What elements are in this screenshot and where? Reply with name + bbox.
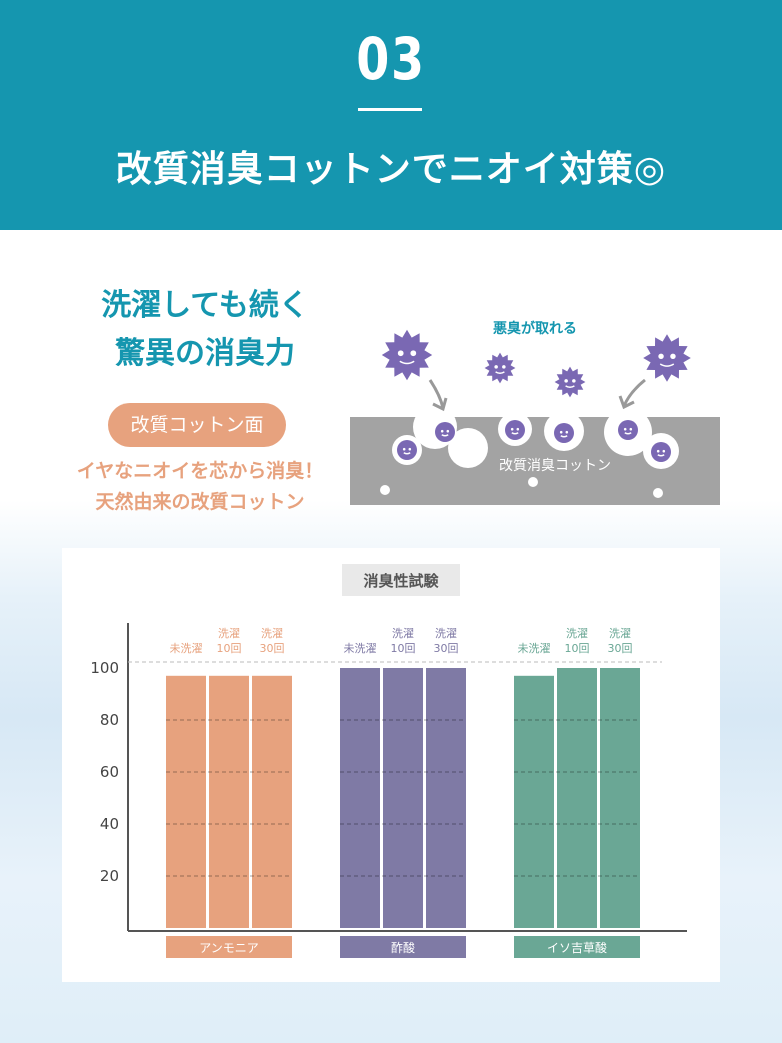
cotton-bubble bbox=[448, 428, 488, 468]
series-label: 30回 bbox=[608, 642, 633, 655]
illustration-caption: 悪臭が取れる bbox=[493, 320, 577, 337]
y-tick-label: 40 bbox=[100, 815, 119, 833]
series-label: 未洗濯 bbox=[344, 642, 377, 655]
category-label-box bbox=[340, 936, 466, 958]
header-banner: 03 改質消臭コットンでニオイ対策◎ bbox=[0, 0, 782, 230]
germ-icon bbox=[651, 442, 671, 462]
cotton-dot bbox=[653, 488, 663, 498]
germ-icon bbox=[554, 366, 586, 398]
series-label: 10回 bbox=[217, 642, 242, 655]
y-tick-label: 20 bbox=[100, 867, 119, 885]
headline: 洗濯しても続く 驚異の消臭力 bbox=[60, 282, 350, 378]
cotton-dot bbox=[380, 485, 390, 495]
y-tick-label: 60 bbox=[100, 763, 119, 781]
bar bbox=[426, 668, 466, 928]
germ-icon bbox=[435, 422, 455, 442]
series-label: 洗濯 bbox=[435, 627, 457, 640]
category-label-box bbox=[514, 936, 640, 958]
headline-line-1: 洗濯しても続く bbox=[101, 288, 309, 323]
germ-icon bbox=[381, 329, 433, 381]
germ-icon bbox=[643, 334, 691, 382]
arrow-head-icon bbox=[618, 395, 635, 410]
series-label: 洗濯 bbox=[218, 627, 240, 640]
category-label-box bbox=[166, 936, 292, 958]
bar bbox=[252, 675, 292, 928]
y-tick-label: 80 bbox=[100, 711, 119, 729]
description-line-2: 天然由来の改質コットン bbox=[95, 491, 305, 513]
germ-icon bbox=[618, 420, 638, 440]
series-label: 30回 bbox=[260, 642, 285, 655]
series-label: 30回 bbox=[434, 642, 459, 655]
bar bbox=[209, 675, 249, 928]
chart-title: 消臭性試験 bbox=[363, 572, 439, 590]
series-label: 洗濯 bbox=[609, 627, 631, 640]
germ-icon bbox=[397, 440, 417, 460]
cotton-surface-badge: 改質コットン面 bbox=[108, 403, 286, 447]
arrow-icon bbox=[428, 379, 445, 409]
category-label: 酢酸 bbox=[391, 940, 415, 955]
series-label: 洗濯 bbox=[392, 627, 414, 640]
series-label: 洗濯 bbox=[261, 627, 283, 640]
category-label: アンモニア bbox=[199, 941, 259, 955]
description-line-1: イヤなニオイを芯から消臭！ bbox=[76, 460, 324, 482]
bar bbox=[383, 668, 423, 928]
bar bbox=[166, 675, 206, 928]
number-underline bbox=[358, 108, 422, 111]
bar bbox=[557, 668, 597, 928]
band-label: 改質消臭コットン bbox=[499, 458, 611, 474]
page-title: 改質消臭コットンでニオイ対策◎ bbox=[115, 149, 667, 190]
germ-icon bbox=[484, 352, 516, 384]
series-label: 未洗濯 bbox=[170, 642, 203, 655]
bar bbox=[600, 668, 640, 928]
deodorizing-illustration: 改質消臭コットン 悪臭が取れる bbox=[350, 320, 720, 505]
bar bbox=[514, 675, 554, 928]
germ-icon bbox=[505, 420, 525, 440]
series-label: 10回 bbox=[391, 642, 416, 655]
series-label: 10回 bbox=[565, 642, 590, 655]
series-label: 未洗濯 bbox=[518, 642, 551, 655]
headline-line-2: 驚異の消臭力 bbox=[115, 336, 295, 371]
arrow-icon bbox=[622, 378, 646, 407]
category-label: イソ吉草酸 bbox=[547, 940, 607, 955]
germ-icon bbox=[554, 423, 574, 443]
cotton-dot bbox=[528, 477, 538, 487]
arrow-head-icon bbox=[432, 397, 448, 412]
y-tick-label: 100 bbox=[90, 659, 119, 677]
series-label: 洗濯 bbox=[566, 627, 588, 640]
section-number: 03 bbox=[356, 25, 426, 93]
bar bbox=[340, 668, 380, 928]
chart-title-box bbox=[342, 564, 460, 596]
chart-panel: 消臭性試験 20 40 60 80 100 未洗濯 洗濯 10回 洗濯 30回アンモニア 未洗濯 洗濯… bbox=[62, 548, 720, 982]
description: イヤなニオイを芯から消臭！ 天然由来の改質コットン bbox=[50, 456, 350, 518]
